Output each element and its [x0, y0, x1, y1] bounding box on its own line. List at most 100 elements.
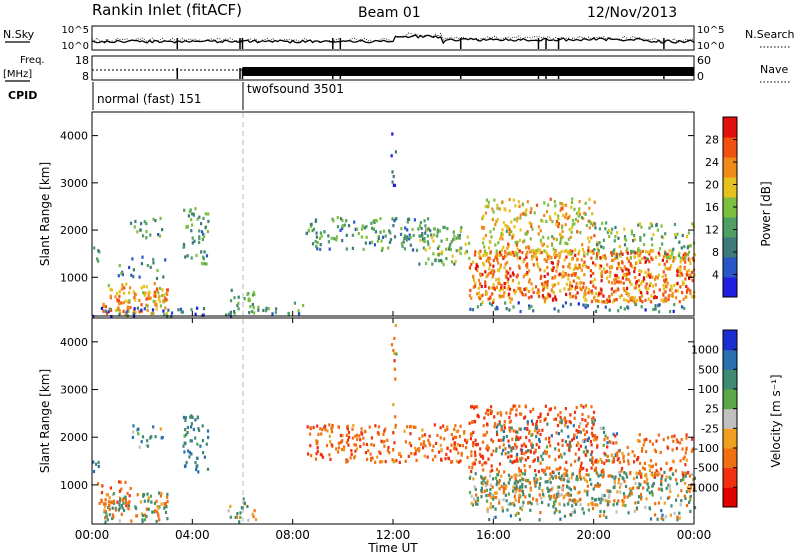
data-cell	[93, 246, 96, 250]
data-cell	[508, 228, 511, 232]
data-cell	[130, 519, 133, 523]
data-cell	[686, 288, 689, 292]
data-cell	[164, 502, 167, 506]
data-cell	[103, 508, 106, 512]
data-cell	[485, 292, 488, 296]
data-cell	[427, 242, 430, 246]
data-cell	[668, 475, 671, 479]
data-cell	[652, 290, 656, 294]
data-cell	[198, 236, 201, 241]
data-cell	[509, 502, 512, 506]
data-cell	[532, 263, 535, 267]
data-cell	[354, 449, 357, 453]
nsearch-label: N.Search	[745, 28, 795, 41]
data-cell	[668, 495, 671, 499]
data-cell	[119, 480, 122, 484]
data-cell	[497, 438, 500, 442]
data-cell	[413, 425, 416, 429]
data-cell	[640, 305, 643, 309]
data-cell	[498, 445, 501, 449]
data-cell	[593, 498, 596, 502]
data-cell	[493, 287, 497, 291]
cpid-label: CPID	[8, 89, 37, 102]
data-cell	[518, 517, 521, 522]
data-cell	[335, 235, 338, 239]
data-cell	[565, 493, 568, 497]
data-cell	[528, 481, 531, 485]
data-cell	[579, 421, 582, 426]
data-cell	[528, 278, 531, 282]
data-cell	[431, 262, 434, 266]
data-cell	[645, 497, 648, 501]
data-cell	[683, 494, 686, 498]
data-cell	[528, 465, 531, 469]
data-cell	[188, 455, 191, 459]
data-cell	[490, 405, 493, 409]
data-cell	[664, 232, 667, 236]
data-cell	[492, 227, 495, 231]
data-cell	[626, 305, 629, 309]
data-cell	[634, 238, 637, 242]
data-cell	[654, 304, 657, 308]
data-cell	[644, 505, 647, 510]
data-cell	[576, 291, 579, 295]
data-cell	[676, 273, 679, 277]
data-cell	[190, 218, 193, 222]
data-cell	[480, 489, 483, 493]
data-cell	[490, 303, 494, 307]
data-cell	[688, 250, 691, 254]
data-cell	[553, 200, 556, 204]
data-cell	[474, 419, 477, 423]
data-cell	[647, 250, 650, 254]
data-cell	[275, 307, 278, 311]
data-cell	[394, 415, 397, 419]
data-cell	[531, 445, 534, 449]
data-cell	[684, 474, 687, 478]
data-cell	[188, 210, 191, 214]
data-cell	[480, 481, 483, 485]
data-cell	[481, 293, 484, 297]
data-cell	[120, 503, 123, 508]
data-cell	[424, 444, 427, 448]
data-cell	[567, 502, 570, 506]
data-cell	[645, 450, 648, 454]
data-cell	[479, 294, 482, 298]
data-cell	[391, 170, 394, 174]
data-cell	[642, 242, 646, 247]
data-cell	[518, 264, 521, 268]
data-cell	[491, 468, 494, 472]
data-cell	[470, 494, 473, 498]
data-cell	[433, 423, 436, 427]
data-cell	[518, 404, 521, 408]
data-cell	[190, 439, 193, 443]
data-cell	[651, 464, 654, 468]
data-cell	[580, 258, 583, 262]
data-cell	[601, 300, 604, 304]
data-cell	[185, 224, 188, 229]
data-cell	[449, 242, 452, 247]
data-cell	[191, 223, 194, 227]
data-cell	[627, 269, 630, 273]
data-cell	[618, 461, 622, 465]
data-cell	[567, 237, 570, 241]
data-cell	[565, 292, 568, 297]
data-cell	[594, 503, 597, 507]
data-cell	[184, 255, 187, 259]
data-cell	[569, 281, 572, 285]
data-cell	[537, 225, 540, 229]
data-cell	[522, 260, 525, 264]
data-cell	[535, 285, 538, 289]
data-cell	[353, 220, 356, 224]
data-cell	[522, 478, 525, 482]
data-cell	[489, 505, 492, 510]
data-cell	[528, 221, 531, 225]
data-cell	[597, 251, 600, 256]
data-cell	[568, 498, 571, 502]
data-cell	[510, 220, 513, 224]
data-cell	[559, 233, 562, 238]
data-cell	[584, 432, 587, 437]
data-cell	[658, 303, 661, 307]
data-cell	[395, 458, 398, 463]
data-cell	[470, 405, 473, 409]
data-cell	[667, 294, 670, 298]
